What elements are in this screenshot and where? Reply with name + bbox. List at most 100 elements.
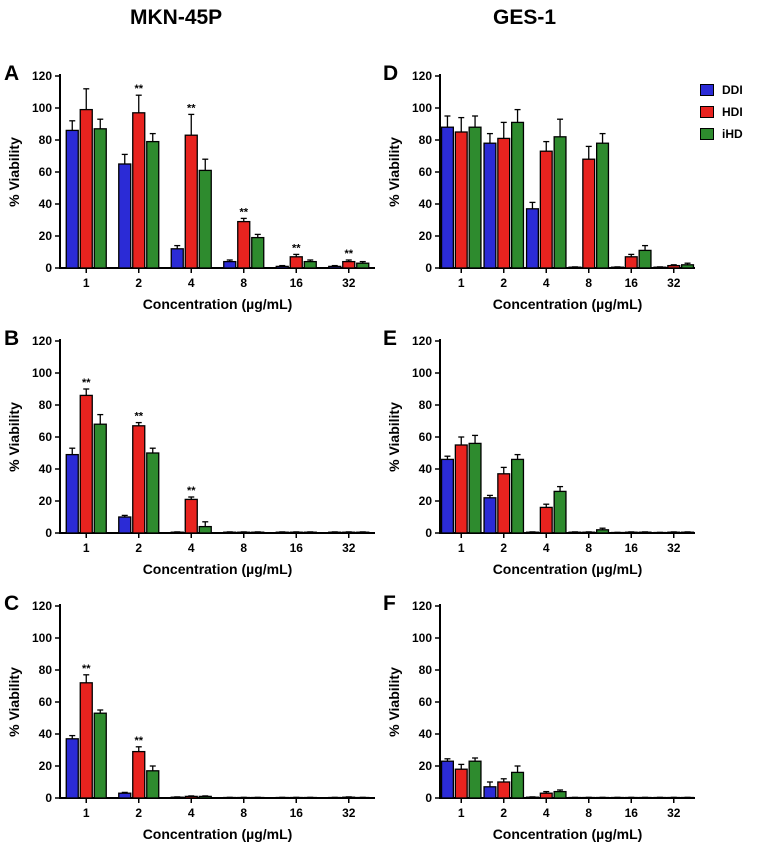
y-tick-label-e: 20	[419, 494, 433, 508]
y-tick-label-d: 40	[419, 197, 433, 211]
x-axis-label-d: Concentration (µg/mL)	[493, 296, 643, 312]
y-tick-label-e: 40	[419, 462, 433, 476]
x-tick-label-d: 4	[543, 276, 550, 290]
bar-e-ihd-4	[553, 490, 567, 534]
bar-e-hdi-4	[539, 506, 553, 534]
y-tick-label-d: 20	[419, 229, 433, 243]
bar-a-ihd-2	[146, 140, 160, 269]
y-tick-label-d: 100	[412, 101, 432, 115]
x-tick-label-b: 1	[83, 541, 90, 555]
significance-marker-a-8: **	[239, 206, 248, 218]
bar-a-hdi-8	[237, 220, 251, 269]
x-tick-label-a: 32	[342, 276, 356, 290]
bar-e-hdi-2	[497, 473, 511, 534]
x-tick-label-c: 2	[135, 806, 142, 820]
bar-f-ihd-4	[553, 790, 567, 799]
significance-marker-a-16: **	[292, 242, 301, 254]
bar-b-ihd-2	[146, 452, 160, 534]
x-tick-label-d: 8	[585, 276, 592, 290]
x-axis-label-a: Concentration (µg/mL)	[143, 296, 293, 312]
y-tick-label-d: 0	[425, 261, 432, 275]
x-tick-label-b: 2	[135, 541, 142, 555]
bar-c-ddi-2	[118, 792, 132, 799]
x-tick-label-b: 4	[188, 541, 195, 555]
chart-panel-a: 0 20 40 60 80 100 120 % Viability Concentration …	[6, 69, 375, 312]
y-tick-label-b: 0	[45, 526, 52, 540]
y-tick-label-c: 60	[39, 695, 53, 709]
column-title-left: MKN-45P	[130, 6, 223, 29]
bar-d-hdi-8	[582, 158, 596, 269]
x-tick-label-c: 32	[342, 806, 356, 820]
legend-label-ddi: DDI	[722, 83, 743, 97]
y-tick-label-d: 60	[419, 165, 433, 179]
significance-marker-b-2: **	[134, 411, 143, 423]
y-tick-label-b: 40	[39, 462, 53, 476]
panel-letter-c: C	[4, 592, 20, 615]
bar-b-ihd-1	[93, 423, 107, 534]
bar-a-hdi-2	[132, 112, 146, 269]
x-tick-label-c: 4	[188, 806, 195, 820]
y-tick-label-f: 120	[412, 599, 432, 613]
legend-swatch-hdi	[700, 106, 714, 118]
bar-e-ihd-1	[468, 442, 482, 534]
bar-a-hdi-32	[342, 260, 356, 269]
bar-d-ihd-4	[553, 136, 567, 269]
y-axis-label-a: % Viability	[6, 137, 22, 207]
legend: DDI HDI iHD	[700, 80, 743, 146]
y-tick-label-e: 100	[412, 366, 432, 380]
bar-c-ddi-1	[65, 738, 79, 799]
y-tick-label-c: 120	[32, 599, 52, 613]
bar-a-hdi-16	[289, 256, 303, 269]
x-tick-label-d: 16	[625, 276, 639, 290]
bar-c-hdi-1	[79, 682, 93, 799]
bar-d-ihd-2	[511, 121, 525, 269]
y-axis-label-d: % Viability	[386, 137, 402, 207]
significance-marker-a-2: **	[134, 83, 143, 95]
bar-a-ddi-2	[118, 163, 132, 269]
y-tick-label-c: 40	[39, 727, 53, 741]
bar-a-ihd-16	[303, 260, 317, 269]
y-tick-label-d: 80	[419, 133, 433, 147]
bar-f-ddi-1	[440, 760, 454, 799]
significance-marker-c-2: **	[134, 735, 143, 747]
y-tick-label-a: 40	[39, 197, 53, 211]
y-tick-label-b: 80	[39, 398, 53, 412]
bar-f-ihd-2	[511, 771, 525, 799]
bar-d-ihd-32	[681, 264, 695, 269]
x-tick-label-c: 1	[83, 806, 90, 820]
bar-a-ihd-1	[93, 128, 107, 269]
bar-e-ddi-1	[440, 458, 454, 534]
bar-b-ddi-2	[118, 516, 132, 534]
legend-item-ddi: DDI	[700, 80, 743, 100]
y-axis-label-e: % Viability	[386, 402, 402, 472]
y-tick-label-b: 60	[39, 430, 53, 444]
bar-c-hdi-4	[184, 795, 198, 799]
y-tick-label-f: 100	[412, 631, 432, 645]
y-tick-label-a: 120	[32, 69, 52, 83]
legend-swatch-ddi	[700, 84, 714, 96]
x-tick-label-f: 32	[667, 806, 681, 820]
bar-e-ihd-2	[511, 458, 525, 534]
legend-label-hdi: HDI	[722, 105, 743, 119]
x-tick-label-f: 2	[500, 806, 507, 820]
x-tick-label-e: 16	[625, 541, 639, 555]
bar-e-hdi-1	[454, 444, 468, 534]
x-tick-label-b: 8	[240, 541, 247, 555]
x-tick-label-a: 4	[188, 276, 195, 290]
chart-panel-c: 0 20 40 60 80 100 120 % Viability Concentration …	[6, 599, 375, 842]
x-tick-label-a: 2	[135, 276, 142, 290]
y-tick-label-f: 80	[419, 663, 433, 677]
bar-b-hdi-2	[132, 425, 146, 534]
bar-a-ddi-4	[170, 248, 184, 269]
bar-d-hdi-4	[539, 150, 553, 269]
y-tick-label-e: 120	[412, 334, 432, 348]
x-tick-label-f: 1	[458, 806, 465, 820]
x-tick-label-d: 2	[500, 276, 507, 290]
legend-item-ihd: iHD	[700, 124, 743, 144]
y-tick-label-e: 0	[425, 526, 432, 540]
bar-c-ihd-2	[146, 770, 160, 799]
x-tick-label-e: 32	[667, 541, 681, 555]
significance-marker-b-4: **	[187, 485, 196, 497]
bar-a-ihd-4	[198, 169, 212, 269]
